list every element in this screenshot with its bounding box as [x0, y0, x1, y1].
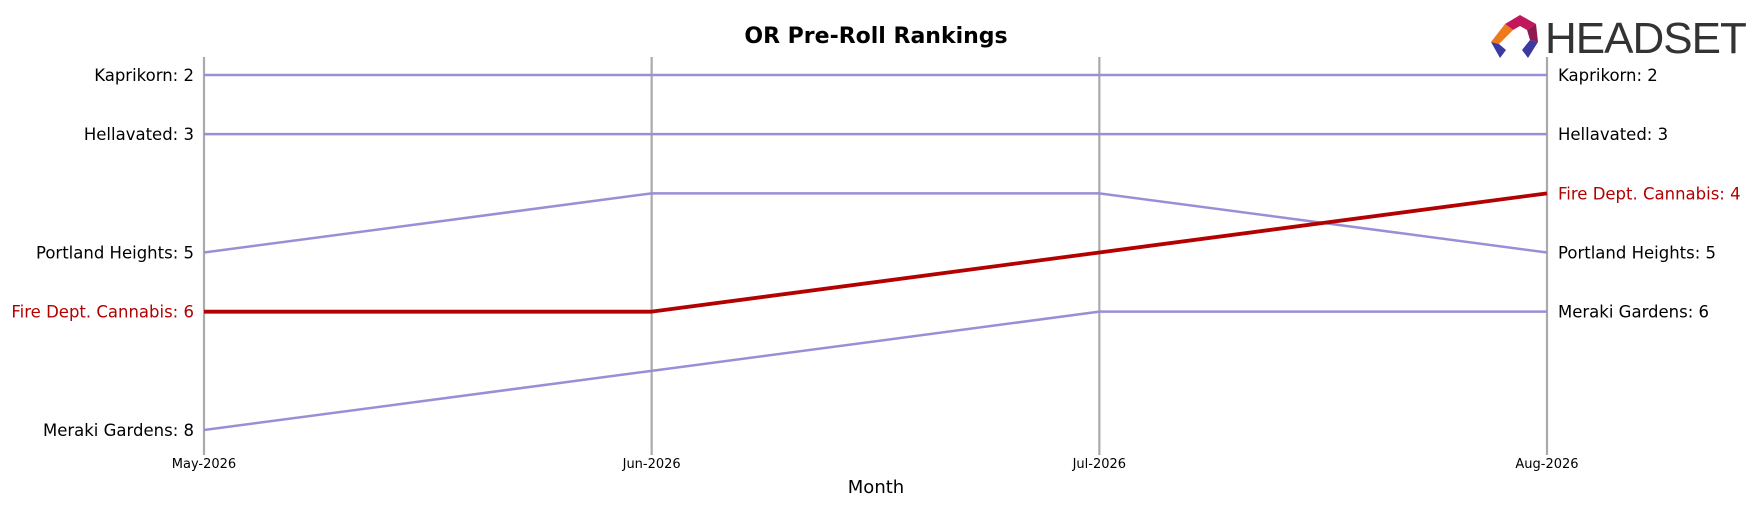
x-tick-may-2026: May-2026: [172, 457, 236, 472]
end-labels: Kaprikorn: 2 Hellavated: 3 Portland Height…: [1558, 66, 1741, 322]
start-label-meraki-gardens: Meraki Gardens: 8: [43, 421, 194, 440]
end-label-hellavated: Hellavated: 3: [1558, 125, 1668, 144]
start-labels: Kaprikorn: 2 Hellavated: 3 Portland Height…: [11, 66, 194, 440]
x-tick-jun-2026: Jun-2026: [622, 457, 681, 472]
headset-logo-text: HEADSET: [1545, 14, 1746, 63]
end-label-kaprikorn: Kaprikorn: 2: [1558, 66, 1658, 85]
chart-title: OR Pre-Roll Rankings: [744, 24, 1007, 49]
start-label-portland-heights: Portland Heights: 5: [36, 244, 194, 263]
x-tick-jul-2026: Jul-2026: [1072, 457, 1126, 472]
series-line-meraki-gardens: [203, 310, 1547, 432]
series-line-fire-dept-cannabis: [204, 191, 1548, 314]
start-label-kaprikorn: Kaprikorn: 2: [94, 66, 194, 85]
x-axis-label: Month: [848, 477, 904, 498]
x-tick-labels: May-2026 Jun-2026 Jul-2026 Aug-2026: [172, 457, 1579, 472]
series-lines: [203, 73, 1548, 432]
month-gridlines: [202, 57, 1549, 455]
end-label-fire-dept-cannabis: Fire Dept. Cannabis: 4: [1558, 184, 1741, 203]
headset-logo: HEADSET: [1491, 14, 1747, 63]
end-label-portland-heights: Portland Heights: 5: [1558, 244, 1716, 263]
start-label-fire-dept-cannabis: Fire Dept. Cannabis: 6: [11, 303, 194, 322]
headset-logo-icon: [1491, 15, 1538, 58]
end-label-meraki-gardens: Meraki Gardens: 6: [1558, 303, 1709, 322]
start-label-hellavated: Hellavated: 3: [84, 125, 194, 144]
x-tick-aug-2026: Aug-2026: [1515, 457, 1578, 472]
series-line-portland-heights: [203, 192, 1548, 254]
